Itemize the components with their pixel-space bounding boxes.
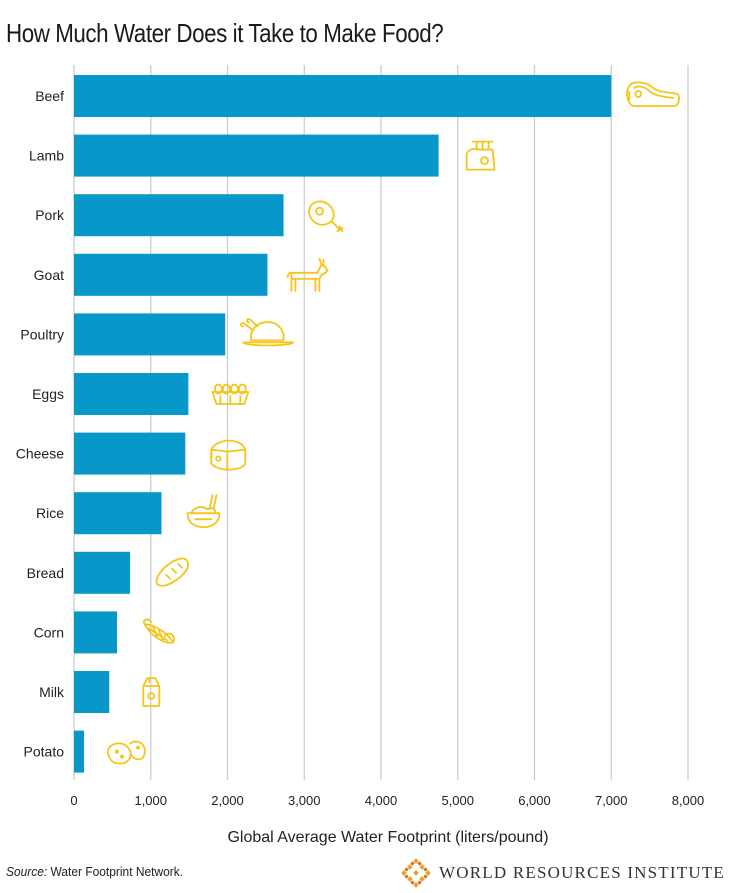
bar-goat <box>74 253 268 296</box>
brand-name: WORLD RESOURCES INSTITUTE <box>439 863 725 882</box>
steak-outline <box>626 81 680 107</box>
x-tick-label: 6,000 <box>518 793 551 808</box>
x-tick-label: 2,000 <box>211 793 244 808</box>
egg-carton-icon <box>211 383 250 405</box>
chart-title: How Much Water Does it Take to Make Food… <box>6 18 444 48</box>
bread-icon <box>155 557 189 587</box>
category-label: Bread <box>27 565 64 581</box>
wri-emblem-icon <box>401 858 431 888</box>
ham-icon <box>308 200 344 233</box>
bar-poultry <box>74 313 226 356</box>
x-tick-label: 8,000 <box>672 793 705 808</box>
bar-milk <box>74 671 110 713</box>
category-label: Potato <box>24 744 65 760</box>
category-label: Poultry <box>20 326 64 342</box>
source-label: Source: <box>6 864 48 879</box>
roast-chicken-icon <box>240 318 295 347</box>
bar-bread <box>74 551 131 594</box>
goat-icon <box>286 257 329 292</box>
bar-beef <box>74 75 612 117</box>
bar-pork <box>74 194 284 237</box>
bar-corn <box>74 611 117 654</box>
rice-bowl-icon <box>186 494 221 529</box>
bar-potato <box>74 730 84 773</box>
bar-rice <box>74 492 162 535</box>
cheese-icon <box>210 439 247 471</box>
x-tick-label: 5,000 <box>441 793 474 808</box>
source-text: Water Footprint Network. <box>47 864 184 879</box>
x-tick-label: 7,000 <box>595 793 628 808</box>
bar-chart: 0 1,000 2,000 3,000 4,000 5,000 6,000 7,000 8,00… <box>16 65 705 846</box>
category-label: Corn <box>34 624 64 640</box>
milk-carton-icon <box>142 677 161 707</box>
steak-icon <box>626 81 680 107</box>
x-axis-label: Global Average Water Footprint (liters/p… <box>227 829 548 846</box>
category-label: Eggs <box>32 386 64 402</box>
bar-cheese <box>74 432 186 475</box>
category-label: Cheese <box>16 446 64 462</box>
bar-lamb <box>74 134 439 177</box>
source-note: Source: Water Footprint Network. <box>6 864 183 879</box>
lamb-rack-icon <box>465 140 496 171</box>
x-tick-label: 0 <box>70 793 77 808</box>
category-label: Milk <box>39 684 65 700</box>
potato-icon <box>107 740 146 765</box>
category-label: Rice <box>36 505 64 521</box>
x-tick-label: 1,000 <box>134 793 167 808</box>
category-label: Pork <box>35 207 65 223</box>
x-tick-label: 3,000 <box>288 793 321 808</box>
x-tick-label: 4,000 <box>365 793 398 808</box>
corn-icon <box>143 618 175 644</box>
category-label: Lamb <box>29 148 64 164</box>
wri-logo: WORLD RESOURCES INSTITUTE <box>401 858 725 888</box>
category-label: Beef <box>35 88 64 104</box>
category-label: Goat <box>34 267 64 283</box>
bar-eggs <box>74 373 189 415</box>
